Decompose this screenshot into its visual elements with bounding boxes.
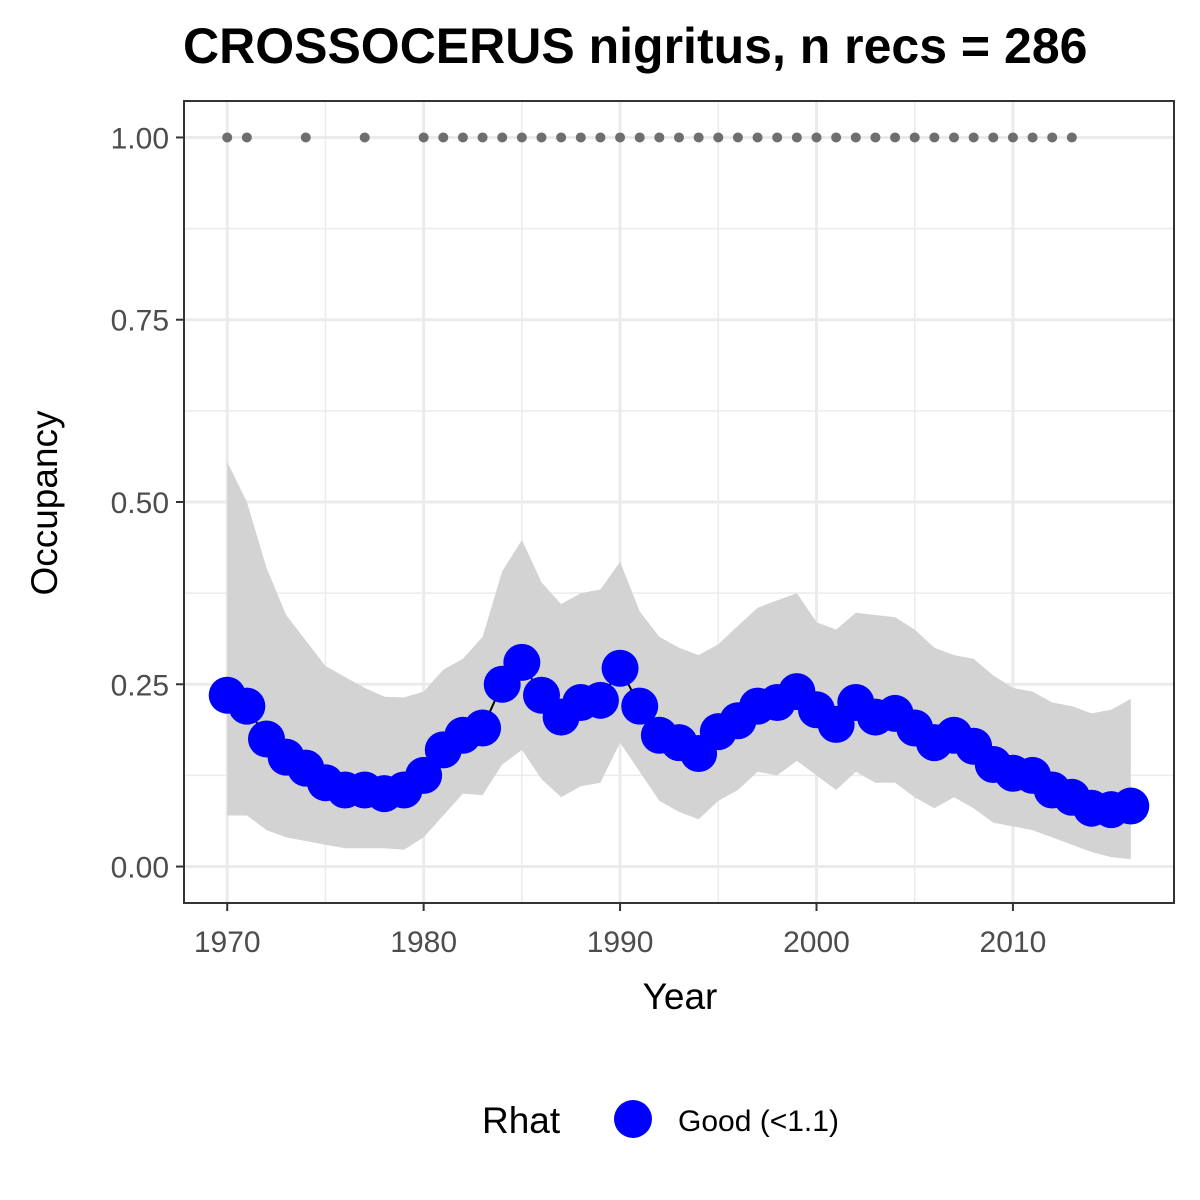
record-marker [949, 132, 959, 143]
record-marker [536, 132, 547, 143]
x-tick-label: 1980 [390, 926, 457, 959]
record-marker [1066, 132, 1077, 143]
y-axis-ticks: 0.00 0.25 0.50 0.75 1.00 [111, 122, 184, 885]
y-tick-label: 0.25 [111, 669, 169, 702]
record-marker [575, 132, 586, 143]
record-marker [300, 132, 311, 143]
occupancy-point [464, 709, 502, 747]
record-marker [772, 132, 783, 143]
record-marker [732, 132, 743, 143]
record-marker [968, 132, 979, 143]
y-tick-label: 0.50 [111, 487, 169, 520]
record-marker [595, 132, 606, 143]
x-axis-ticks: 1970 1980 1990 2000 2010 [194, 903, 1046, 959]
occupancy-point [405, 756, 443, 794]
record-year-markers [222, 132, 1077, 143]
x-axis-title: Year [643, 976, 718, 1017]
record-marker [222, 132, 233, 143]
y-tick-label: 1.00 [111, 122, 169, 155]
record-marker [752, 132, 763, 143]
legend-title: Rhat [482, 1100, 561, 1141]
occupancy-point [228, 687, 266, 725]
record-marker [890, 132, 901, 143]
record-marker [909, 132, 920, 143]
occupancy-point [1112, 787, 1150, 825]
record-marker [988, 132, 999, 143]
legend-key-good [614, 1100, 652, 1138]
record-marker [556, 132, 567, 143]
record-marker [477, 132, 488, 143]
record-marker [791, 132, 802, 143]
record-marker [850, 132, 861, 143]
record-marker [457, 132, 468, 143]
record-marker [634, 132, 645, 143]
x-tick-label: 2000 [783, 926, 850, 959]
record-marker [1047, 132, 1058, 143]
record-marker [870, 132, 881, 143]
record-marker [241, 132, 252, 143]
chart-title: CROSSOCERUS nigritus, n recs = 286 [183, 18, 1087, 74]
y-tick-label: 0.00 [111, 852, 169, 885]
record-marker [674, 132, 684, 143]
record-marker [713, 132, 724, 143]
legend-label-good: Good (<1.1) [678, 1105, 839, 1138]
x-tick-label: 1970 [194, 926, 261, 959]
record-marker [693, 132, 704, 143]
legend: Rhat Good (<1.1) [482, 1100, 839, 1141]
record-marker [1027, 132, 1038, 143]
record-marker [497, 132, 508, 143]
occupancy-point [581, 681, 619, 719]
x-tick-label: 1990 [587, 926, 654, 959]
record-marker [516, 132, 527, 143]
occupancy-point [503, 643, 541, 681]
record-marker [654, 132, 665, 143]
record-marker [929, 132, 940, 143]
record-marker [831, 132, 842, 143]
x-tick-label: 2010 [980, 926, 1047, 959]
occupancy-point [621, 687, 659, 725]
occupancy-points [208, 643, 1150, 829]
y-axis-title: Occupancy [24, 410, 65, 596]
y-tick-label: 0.75 [111, 305, 169, 338]
record-marker [418, 132, 429, 143]
occupancy-point [601, 649, 639, 687]
record-marker [359, 132, 370, 143]
record-marker [811, 132, 822, 143]
record-marker [438, 132, 449, 143]
record-marker [615, 132, 626, 143]
record-marker [1007, 132, 1018, 143]
